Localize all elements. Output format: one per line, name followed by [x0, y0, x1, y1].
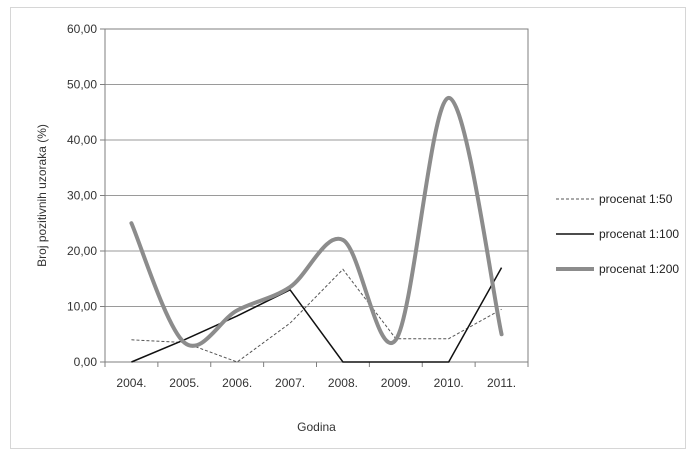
x-tick-label: 2011.: [487, 376, 516, 390]
x-axis-ticks: 2004. 2005. 2006. 2007. 2008. 2009. 2010. 2011.: [104, 362, 529, 390]
series-layer: [129, 95, 504, 363]
y-tick-label: 20,00: [67, 244, 97, 258]
x-tick-label: 2004.: [116, 376, 146, 390]
legend-label-1: procenat 1:50: [599, 192, 673, 206]
x-tick-label: 2009.: [381, 376, 411, 390]
y-tick-label: 50,00: [67, 78, 97, 92]
y-tick-label: 0,00: [74, 355, 98, 369]
y-tick-label: 10,00: [67, 300, 97, 314]
x-axis-title: Godina: [297, 420, 336, 434]
x-tick-label: 2008.: [328, 376, 358, 390]
y-tick-label: 30,00: [67, 189, 97, 203]
legend-label-2: procenat 1:100: [599, 227, 679, 241]
x-tick-label: 2007.: [275, 376, 305, 390]
x-tick-label: 2005.: [169, 376, 199, 390]
series-line-1: [131, 268, 502, 363]
x-tick-label: 2010.: [434, 376, 464, 390]
gridlines: [105, 84, 528, 307]
series-line-3: [129, 95, 504, 348]
y-axis-title: Broj pozitivnih uzoraka (%): [35, 124, 49, 267]
y-tick-label: 40,00: [67, 133, 97, 147]
series-line-2: [131, 267, 503, 363]
chart-frame: [10, 7, 686, 449]
y-axis-ticks: 0,00 10,00 20,00 30,00 40,00 50,00 60,00: [67, 22, 105, 369]
legend: procenat 1:50 procenat 1:100 procenat 1:20…: [556, 192, 679, 276]
x-tick-label: 2006.: [222, 376, 252, 390]
y-tick-label: 60,00: [67, 22, 97, 36]
legend-label-3: procenat 1:200: [599, 262, 679, 276]
